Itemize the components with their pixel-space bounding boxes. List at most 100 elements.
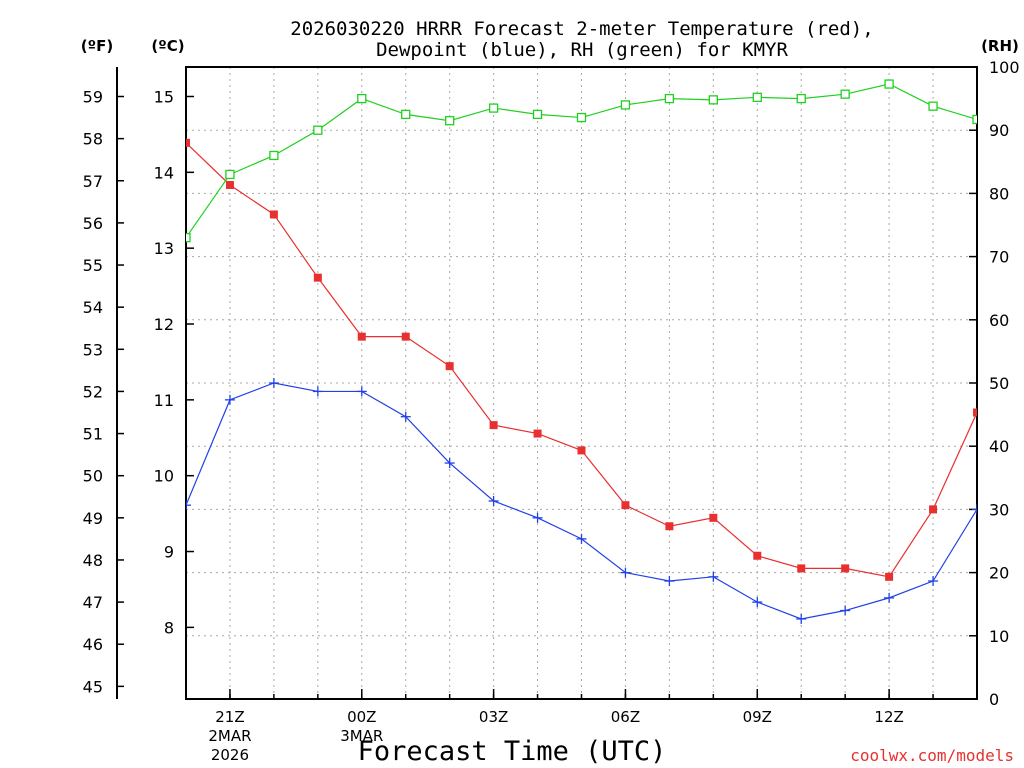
- dewpoint-point: [576, 533, 587, 544]
- x-tick-label: 00Z: [347, 708, 376, 726]
- rh-line: [186, 83, 977, 238]
- dewpoint-point: [224, 394, 235, 405]
- dewpoint-point: [840, 605, 851, 616]
- dewpoint-point: [488, 495, 499, 506]
- dewpoint-point: [884, 592, 895, 603]
- x-tick-label: 06Z: [611, 708, 640, 726]
- temperature-point: [533, 429, 542, 438]
- temperature-point: [841, 564, 850, 573]
- rh-point: [269, 150, 279, 161]
- temperature-point: [401, 332, 410, 341]
- f-tick-label: 53: [83, 340, 103, 359]
- temperature-point: [269, 210, 278, 219]
- credit-link[interactable]: coolwx.com/models: [850, 746, 1014, 765]
- f-tick-label: 54: [83, 298, 103, 317]
- rh-tick-label: 70: [989, 248, 1009, 267]
- rh-tick-label: 30: [989, 500, 1009, 519]
- x-tick-label: 03Z: [479, 708, 508, 726]
- rh-point: [884, 79, 894, 89]
- f-tick-label: 55: [83, 256, 103, 275]
- rh-unit-label: (RH): [981, 37, 1019, 55]
- fahrenheit-unit-label: (ºF): [81, 37, 113, 55]
- f-tick-label: 56: [83, 214, 103, 233]
- temperature-point: [225, 180, 234, 189]
- rh-axis: 0 10 20 30 40 50 60 70 80 90 100: [969, 58, 1020, 709]
- series-clip: [186, 79, 977, 624]
- c-tick-label: 13: [154, 239, 174, 258]
- temperature-point: [357, 332, 366, 341]
- dewpoint-point: [444, 458, 455, 469]
- dewpoint-point: [268, 378, 279, 388]
- chart-title-line-2: Dewpoint (blue), RH (green) for KMYR: [376, 39, 788, 61]
- rh-point: [796, 93, 806, 104]
- dewpoint-point: [620, 567, 631, 578]
- rh-tick-label: 50: [989, 374, 1009, 393]
- c-tick-label: 15: [154, 87, 174, 106]
- temperature-point: [489, 421, 498, 430]
- temperature-point: [445, 362, 454, 371]
- rh-point: [313, 125, 323, 135]
- temperature-point: [621, 501, 630, 510]
- f-tick-label: 46: [83, 635, 103, 654]
- rh-point: [752, 92, 762, 102]
- dewpoint-point: [972, 504, 977, 515]
- f-tick-label: 59: [83, 87, 103, 106]
- grid-lines: [186, 67, 977, 699]
- rh-point: [532, 109, 543, 120]
- f-tick-label: 48: [83, 551, 103, 570]
- rh-tick-label: 0: [989, 690, 999, 709]
- f-tick-label: 51: [83, 425, 103, 444]
- c-tick-label: 9: [164, 543, 174, 562]
- x-tick-label: 12Z: [874, 708, 903, 726]
- temperature-point: [186, 138, 190, 147]
- fahrenheit-axis: 45 46 47 48 49 50 51 52 53 54 55 56 57 58 59: [83, 87, 124, 696]
- rh-point: [620, 100, 631, 110]
- dewpoint-point: [532, 512, 543, 523]
- rh-tick-label: 20: [989, 564, 1009, 583]
- rh-point: [445, 116, 455, 126]
- temperature-point: [885, 572, 894, 581]
- temperature-point: [973, 408, 977, 417]
- dewpoint-point: [186, 500, 191, 511]
- c-tick-label: 10: [154, 467, 174, 486]
- dewpoint-point: [796, 613, 807, 624]
- f-tick-label: 49: [83, 509, 103, 528]
- series-layer: [186, 79, 977, 624]
- temperature-point: [665, 522, 674, 531]
- rh-tick-label: 40: [989, 437, 1009, 456]
- x-tick-label: 09Z: [743, 708, 772, 726]
- dewpoint-point: [400, 411, 411, 422]
- rh-point: [708, 95, 718, 105]
- f-tick-label: 45: [83, 677, 103, 696]
- temperature-point: [929, 505, 938, 514]
- c-tick-label: 12: [154, 315, 174, 334]
- temperature-point: [709, 513, 718, 522]
- x-tick-label: 21Z: [215, 708, 244, 726]
- rh-point: [928, 101, 938, 111]
- dewpoint-point: [928, 576, 939, 587]
- rh-point: [186, 232, 191, 243]
- f-tick-label: 50: [83, 467, 103, 486]
- c-tick-label: 11: [154, 391, 174, 410]
- rh-point: [664, 93, 675, 104]
- rh-point: [576, 112, 587, 123]
- x-tick-year: 2026: [211, 746, 249, 764]
- rh-point: [488, 103, 499, 113]
- c-tick-label: 14: [154, 163, 174, 182]
- x-tick-date: 3MAR: [340, 727, 383, 745]
- rh-point: [225, 169, 235, 180]
- rh-tick-label: 60: [989, 311, 1009, 330]
- celsius-unit-label: (ºC): [151, 37, 184, 55]
- dewpoint-point: [356, 386, 367, 397]
- dewpoint-point: [708, 571, 719, 582]
- rh-point: [357, 93, 367, 104]
- c-tick-label: 8: [164, 618, 174, 637]
- temperature-point: [753, 551, 762, 560]
- rh-tick-label: 10: [989, 627, 1009, 646]
- rh-tick-label: 90: [989, 121, 1009, 140]
- celsius-axis: 8 9 10 11 12 13 14 15: [154, 87, 194, 637]
- rh-point: [840, 89, 850, 99]
- temperature-point: [577, 446, 586, 455]
